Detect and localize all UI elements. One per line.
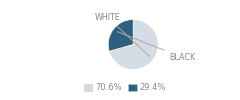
- Legend: 70.6%, 29.4%: 70.6%, 29.4%: [81, 80, 169, 96]
- Text: BLACK: BLACK: [117, 32, 196, 62]
- Text: WHITE: WHITE: [95, 12, 150, 56]
- Wedge shape: [108, 20, 133, 51]
- Wedge shape: [109, 20, 158, 70]
